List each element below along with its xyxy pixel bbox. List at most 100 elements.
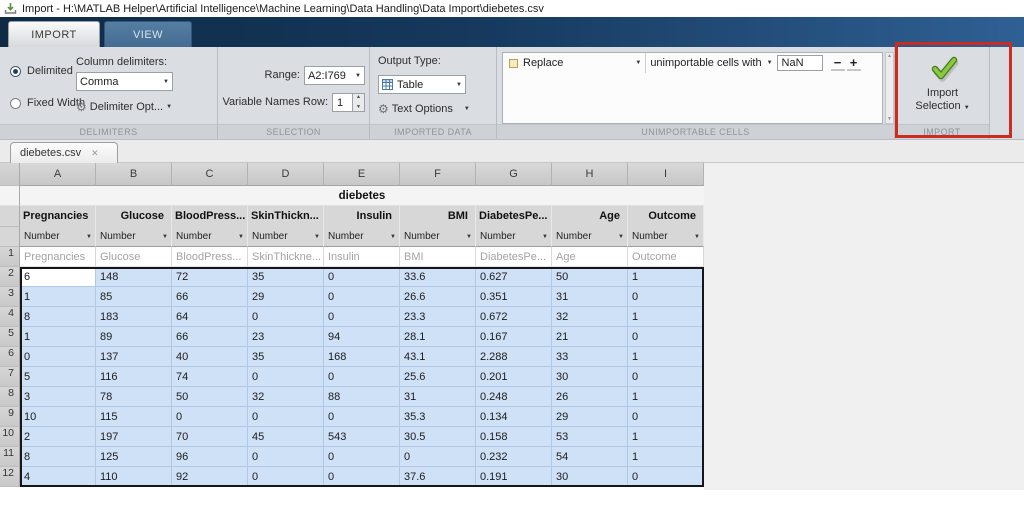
cell[interactable]: 0 <box>324 367 400 387</box>
cell[interactable]: 40 <box>172 347 248 367</box>
variable-name-cell[interactable]: BloodPress... <box>172 206 248 227</box>
type-dropdown[interactable]: Number ▼ <box>96 227 172 247</box>
row-number[interactable]: 2 <box>0 267 20 287</box>
cell[interactable]: 50 <box>172 387 248 407</box>
cell[interactable]: 35.3 <box>400 407 476 427</box>
output-type-dropdown[interactable]: Table ▼ <box>378 75 466 94</box>
variable-name-cell[interactable]: Pregnancies <box>20 206 96 227</box>
cell[interactable]: DiabetesPe... <box>476 247 552 267</box>
cell[interactable]: 148 <box>96 267 172 287</box>
cell[interactable]: 1 <box>628 447 704 467</box>
cell[interactable]: 0.248 <box>476 387 552 407</box>
cell[interactable]: 0 <box>324 267 400 287</box>
cell[interactable]: 74 <box>172 367 248 387</box>
cell[interactable]: 2 <box>20 427 96 447</box>
tab-import[interactable]: IMPORT <box>8 21 100 47</box>
cell[interactable]: 66 <box>172 287 248 307</box>
cell[interactable]: 0 <box>400 447 476 467</box>
cell[interactable]: 96 <box>172 447 248 467</box>
cell[interactable]: 0.201 <box>476 367 552 387</box>
cell[interactable]: 115 <box>96 407 172 427</box>
cell[interactable]: 30 <box>552 367 628 387</box>
cell[interactable]: 92 <box>172 467 248 487</box>
cell[interactable]: 31 <box>552 287 628 307</box>
cell[interactable]: 35 <box>248 347 324 367</box>
cell[interactable]: 0 <box>248 367 324 387</box>
cell[interactable]: SkinThickne... <box>248 247 324 267</box>
cell[interactable]: 0 <box>248 467 324 487</box>
variable-names-row-stepper[interactable]: ▲ ▼ <box>352 93 365 112</box>
column-header-F[interactable]: F <box>400 163 476 186</box>
variable-names-row-input[interactable]: 1 <box>332 93 353 112</box>
cell[interactable]: 29 <box>552 407 628 427</box>
row-number[interactable]: 12 <box>0 467 20 487</box>
cell[interactable]: 0.351 <box>476 287 552 307</box>
cell[interactable]: 0 <box>324 307 400 327</box>
cell[interactable]: 25.6 <box>400 367 476 387</box>
row-number[interactable]: 5 <box>0 327 20 347</box>
column-header-H[interactable]: H <box>552 163 628 186</box>
cell[interactable]: BMI <box>400 247 476 267</box>
row-number[interactable]: 6 <box>0 347 20 367</box>
type-dropdown[interactable]: Number ▼ <box>248 227 324 247</box>
cell[interactable]: 0 <box>628 467 704 487</box>
cell[interactable]: 94 <box>324 327 400 347</box>
cell[interactable]: 45 <box>248 427 324 447</box>
cell[interactable]: Age <box>552 247 628 267</box>
remove-rule-button[interactable]: − <box>830 56 845 71</box>
cell[interactable]: 0 <box>628 367 704 387</box>
row-number[interactable]: 7 <box>0 367 20 387</box>
cell[interactable]: 35 <box>248 267 324 287</box>
import-selection-button[interactable]: Import Selection ▼ <box>895 53 990 115</box>
cell[interactable]: 1 <box>628 427 704 447</box>
variable-name-cell[interactable]: SkinThickn... <box>248 206 324 227</box>
cell[interactable]: 0.167 <box>476 327 552 347</box>
type-dropdown[interactable]: Number ▼ <box>20 227 96 247</box>
close-icon[interactable]: ✕ <box>91 147 99 158</box>
cell[interactable]: 0 <box>628 327 704 347</box>
cell[interactable]: 37.6 <box>400 467 476 487</box>
variable-name-cell[interactable]: Outcome <box>628 206 704 227</box>
column-header-G[interactable]: G <box>476 163 552 186</box>
type-dropdown[interactable]: Number ▼ <box>552 227 628 247</box>
cell[interactable]: 168 <box>324 347 400 367</box>
cell[interactable]: 8 <box>20 307 96 327</box>
cell[interactable]: 0.191 <box>476 467 552 487</box>
delimiter-dropdown[interactable]: Comma ▼ <box>76 72 173 91</box>
cell[interactable]: 5 <box>20 367 96 387</box>
cell[interactable]: 26 <box>552 387 628 407</box>
cell[interactable]: 0.232 <box>476 447 552 467</box>
column-header-C[interactable]: C <box>172 163 248 186</box>
type-dropdown[interactable]: Number ▼ <box>400 227 476 247</box>
cell[interactable]: 1 <box>20 327 96 347</box>
cell[interactable]: 88 <box>324 387 400 407</box>
cell[interactable]: 31 <box>400 387 476 407</box>
radio-fixed-width[interactable]: Fixed Width <box>10 97 85 109</box>
replace-value-input[interactable]: NaN <box>776 55 823 71</box>
cell[interactable]: 110 <box>96 467 172 487</box>
cell[interactable]: 10 <box>20 407 96 427</box>
cell[interactable]: 1 <box>20 287 96 307</box>
column-header-D[interactable]: D <box>248 163 324 186</box>
cell[interactable]: 33.6 <box>400 267 476 287</box>
cell[interactable]: 0.134 <box>476 407 552 427</box>
variable-name-cell[interactable]: Insulin <box>324 206 400 227</box>
cell[interactable]: 50 <box>552 267 628 287</box>
cell[interactable]: 30.5 <box>400 427 476 447</box>
cell[interactable]: 23.3 <box>400 307 476 327</box>
cell[interactable]: 32 <box>552 307 628 327</box>
cell[interactable]: 1 <box>628 267 704 287</box>
cell[interactable]: 0 <box>324 467 400 487</box>
row-number[interactable]: 1 <box>0 247 20 267</box>
type-dropdown[interactable]: Number ▼ <box>324 227 400 247</box>
cell[interactable]: 0 <box>628 407 704 427</box>
type-dropdown[interactable]: Number ▼ <box>476 227 552 247</box>
cell[interactable]: 0 <box>248 447 324 467</box>
cell[interactable]: 125 <box>96 447 172 467</box>
cell[interactable]: 53 <box>552 427 628 447</box>
cell[interactable]: 72 <box>172 267 248 287</box>
cell[interactable]: 33 <box>552 347 628 367</box>
cell[interactable]: 137 <box>96 347 172 367</box>
type-dropdown[interactable]: Number ▼ <box>172 227 248 247</box>
cell[interactable]: 0 <box>628 287 704 307</box>
